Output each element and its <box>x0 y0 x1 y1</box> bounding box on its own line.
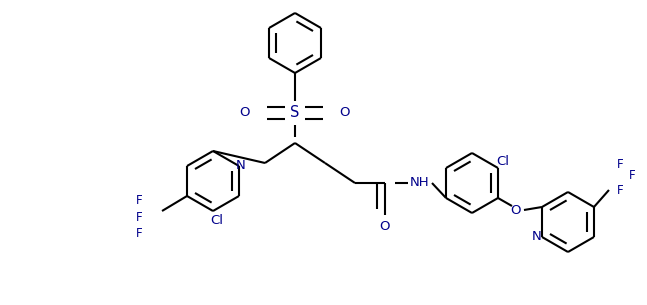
Text: F: F <box>136 228 142 241</box>
Text: O: O <box>380 221 390 234</box>
Text: F: F <box>617 184 623 196</box>
Text: F: F <box>617 157 623 170</box>
Text: NH: NH <box>410 177 430 189</box>
Text: O: O <box>240 106 250 120</box>
Text: F: F <box>136 195 142 207</box>
Text: Cl: Cl <box>210 214 223 228</box>
Text: N: N <box>236 160 246 173</box>
Text: F: F <box>629 170 635 182</box>
Text: Cl: Cl <box>496 156 509 168</box>
Text: S: S <box>291 106 300 120</box>
Text: O: O <box>340 106 350 120</box>
Text: F: F <box>136 211 142 224</box>
Text: N: N <box>532 231 542 243</box>
Text: O: O <box>510 203 521 217</box>
